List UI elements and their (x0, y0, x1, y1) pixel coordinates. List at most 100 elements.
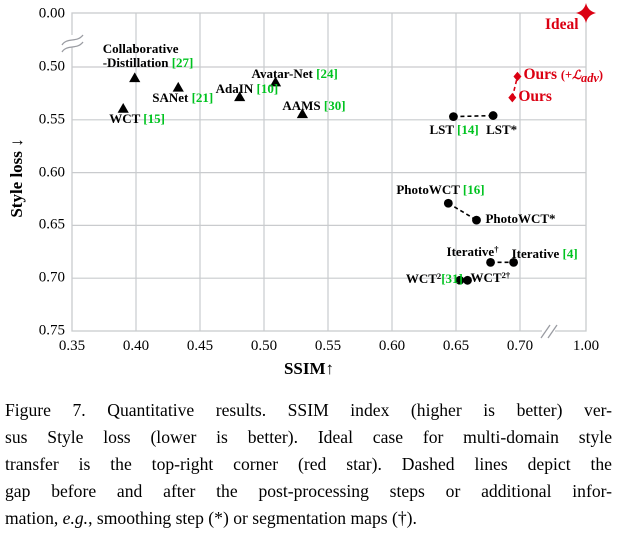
connector-photowct-photowct_star (447, 202, 477, 221)
label-segment: Ours (523, 65, 561, 83)
y-tick-0.00: 0.00 (38, 5, 65, 22)
label-segment: † (494, 244, 499, 255)
connector-lst-lst_star (453, 114, 494, 118)
marker-iterative_dagger (486, 257, 495, 267)
label-segment: ) (598, 67, 604, 82)
label-segment: Ideal (545, 16, 579, 33)
marker-ideal-star-icon (576, 3, 596, 23)
caption-line-1: Figure 7. Quantitative results. SSIM ind… (5, 397, 612, 424)
label-segment: PhotoWCT* (485, 211, 556, 227)
x-tick-0.65: 0.65 (442, 338, 470, 354)
x-tick-0.60: 0.60 (378, 338, 406, 354)
y-axis-break-gap (69, 35, 75, 47)
x-tick-1.00: 1.00 (572, 338, 600, 354)
label-segment: LST (429, 121, 458, 137)
label-segment: Iterative (446, 244, 495, 260)
marker-wct2_dagger (463, 275, 472, 285)
label-segment: -Distillation (102, 54, 172, 70)
label-segment: (+ (560, 67, 573, 82)
label-segment: 2 (436, 271, 442, 282)
figure-caption: Figure 7. Quantitative results. SSIM ind… (5, 397, 612, 532)
marker-ours (508, 92, 517, 103)
label-segment: WCT (109, 111, 144, 127)
y-axis-break-icon (61, 41, 84, 53)
plot-area (61, 3, 596, 339)
label-segment: SANet (152, 90, 192, 106)
label-segment: AdaIN (215, 80, 257, 96)
label-segment: WCT (470, 270, 502, 286)
y-tick-0.75: 0.75 (38, 322, 65, 339)
label-segment: Collaborative (102, 40, 179, 56)
label-wct2: WCT2[31] (405, 271, 463, 287)
label-segment: 2† (501, 270, 511, 281)
caption-line-5: mation, e.g., smoothing step (*) or segm… (5, 505, 612, 532)
label-avatar_net: Avatar-Net [24] (251, 65, 338, 81)
label-collab_distill: Collaborative -Distillation [27] (102, 40, 194, 70)
label-segment: ℒ (572, 67, 582, 82)
marker-wct2 (455, 275, 465, 285)
x-tick-0.55: 0.55 (314, 338, 342, 354)
marker-iterative (509, 257, 518, 267)
label-segment: [14] (457, 121, 479, 137)
label-segment: [10] (256, 80, 279, 96)
label-ours_adv: Ours (+ℒadv) (523, 65, 604, 85)
caption-segment: mation, (5, 508, 63, 528)
marker-lst (449, 112, 458, 122)
label-adain: AdaIN [10] (215, 80, 279, 96)
caption-line-2: sus Style loss (lower is better). Ideal … (5, 424, 612, 451)
x-axis-break-icon (547, 324, 558, 339)
y-axis-break-icon (61, 34, 84, 46)
x-axis-break-gap (542, 328, 555, 335)
y-axis-label: Style loss ↓ (7, 138, 26, 218)
x-tick-0.35: 0.35 (58, 338, 86, 354)
label-segment: Ours (518, 87, 552, 105)
marker-collab_distill (129, 72, 141, 83)
caption-segment: gap before and after the post-processing… (5, 481, 612, 501)
marker-adain (234, 91, 246, 102)
marker-lst_star (488, 111, 498, 120)
plot-border (71, 12, 587, 332)
label-photowct_star: PhotoWCT* (485, 212, 555, 226)
caption-line-4: gap before and after the post-processing… (5, 478, 612, 505)
label-segment: [4] (562, 246, 578, 262)
label-segment: LST* (486, 121, 518, 137)
caption-segment: transfer is the top-right corner (red st… (5, 454, 612, 474)
marker-sanet (172, 81, 184, 92)
label-segment: Avatar-Net (251, 65, 317, 81)
label-segment: [21] (191, 90, 214, 106)
label-segment: [16] (462, 182, 485, 198)
label-iterative_dagger: Iterative† (446, 244, 499, 260)
caption-segment: Figure 7. Quantitative results. SSIM ind… (5, 400, 612, 420)
label-wct: WCT [15] (109, 112, 165, 126)
caption-segment: , smoothing step (*) or segmentation map… (88, 508, 417, 528)
label-lst_star: LST* (486, 121, 518, 137)
caption-line-3: transfer is the top-right corner (red st… (5, 451, 612, 478)
label-wct2_dagger: WCT2† (470, 270, 511, 286)
marker-ours_adv (513, 71, 522, 82)
marker-wct (117, 102, 129, 113)
marker-photowct_star (472, 215, 481, 225)
label-segment: PhotoWCT (396, 182, 463, 198)
caption-segment: e.g. (62, 508, 89, 528)
label-segment: [27] (171, 54, 194, 70)
x-tick-0.45: 0.45 (186, 338, 214, 354)
y-tick-0.65: 0.65 (38, 216, 65, 233)
label-ideal: Ideal (545, 17, 579, 33)
x-tick-0.40: 0.40 (122, 338, 150, 354)
label-aams: AAMS [30] (282, 99, 345, 113)
x-axis-label: SSIM↑ (283, 359, 335, 378)
x-tick-0.50: 0.50 (250, 338, 278, 354)
label-photowct: PhotoWCT [16] (396, 183, 484, 197)
label-segment: AAMS (282, 98, 324, 114)
label-lst: LST [14] (429, 121, 479, 137)
label-sanet: SANet [21] (152, 91, 213, 105)
x-axis-break-icon (540, 324, 551, 339)
marker-avatar_net (269, 76, 282, 87)
label-iterative: Iterative [4] (512, 247, 578, 261)
label-segment: [30] (323, 98, 346, 114)
label-segment: WCT (405, 271, 437, 287)
caption-segment: sus Style loss (lower is better). Ideal … (5, 427, 612, 447)
label-segment: Iterative (511, 246, 563, 262)
y-tick-0.50: 0.50 (38, 58, 65, 75)
